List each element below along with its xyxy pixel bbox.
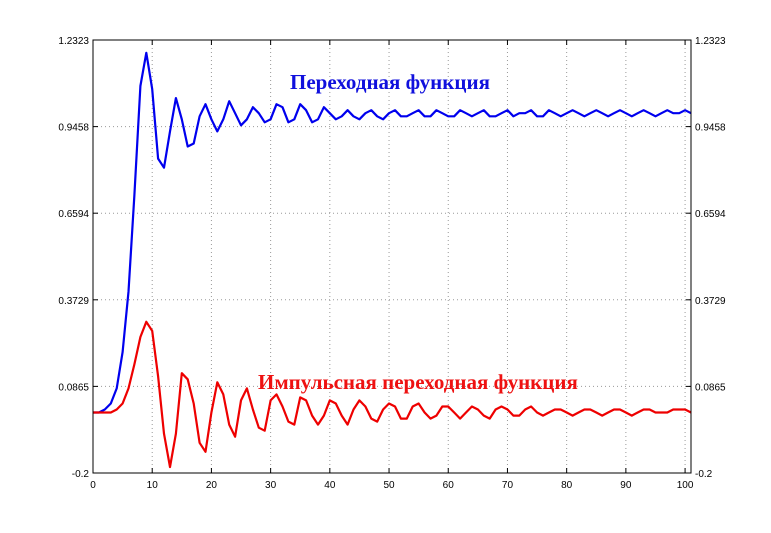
x-tick-label: 20 xyxy=(206,480,218,491)
tick-labels: 0 10 20 30 40 50 60 70 80 90 100-0.2 -0.20.0865 0.08… xyxy=(58,36,726,491)
x-tick-label: 0 xyxy=(90,480,96,491)
x-tick-label: 50 xyxy=(383,480,395,491)
impulse-response-line xyxy=(93,320,692,469)
y-tick-label-right: -0.2 xyxy=(695,469,713,480)
y-tick-label-left: 0.6594 xyxy=(58,209,89,220)
y-tick-label-left: 0.0865 xyxy=(58,382,89,393)
series-group xyxy=(93,51,692,469)
impulse-response-label: Импульсная переходная функция xyxy=(258,370,578,394)
y-tick-label-left: 0.3729 xyxy=(58,296,89,307)
y-tick-label-right: 0.6594 xyxy=(695,209,726,220)
plot-area xyxy=(93,40,691,473)
x-tick-label: 100 xyxy=(677,480,694,491)
y-tick-label-right: 0.3729 xyxy=(695,296,726,307)
step-response-line xyxy=(93,51,692,414)
x-tick-label: 60 xyxy=(443,480,455,491)
x-tick-label: 90 xyxy=(620,480,632,491)
x-tick-label: 70 xyxy=(502,480,514,491)
y-tick-label-right: 0.0865 xyxy=(695,382,726,393)
x-tick-label: 80 xyxy=(561,480,573,491)
y-tick-label-right: 0.9458 xyxy=(695,123,726,134)
plot-frame xyxy=(92,39,692,474)
y-tick-label-left: 0.9458 xyxy=(58,123,89,134)
axes-frame xyxy=(92,39,692,474)
x-tick-label: 40 xyxy=(324,480,336,491)
x-tick-label: 10 xyxy=(147,480,159,491)
y-tick-label-left: -0.2 xyxy=(72,469,90,480)
y-tick-label-right: 1.2323 xyxy=(695,36,726,47)
y-tick-label-left: 1.2323 xyxy=(58,36,89,47)
x-tick-label: 30 xyxy=(265,480,277,491)
step-response-label: Переходная функция xyxy=(290,70,490,94)
